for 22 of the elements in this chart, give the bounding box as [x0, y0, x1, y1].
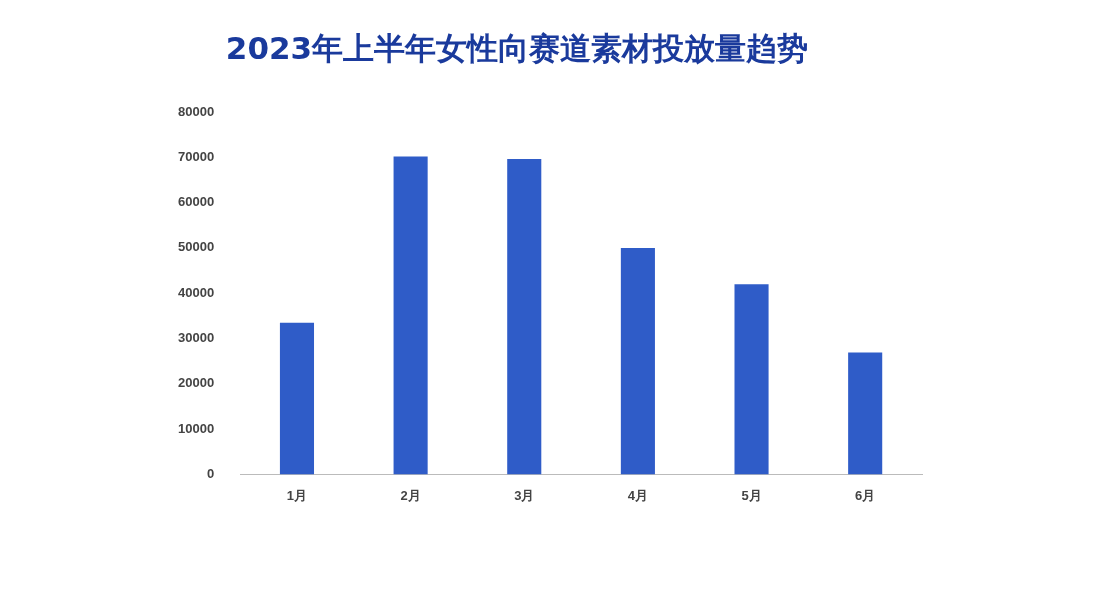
x-tick-label: 5月 — [741, 487, 762, 503]
x-tick-label: 1月 — [286, 487, 308, 503]
bar — [393, 156, 428, 475]
bar — [734, 284, 769, 475]
bar — [620, 247, 655, 475]
x-tick-label: 6月 — [855, 487, 876, 503]
x-tick-label: 4月 — [627, 487, 649, 503]
y-tick-label: 40000 — [177, 284, 215, 300]
bar — [279, 322, 315, 475]
y-tick-label: 20000 — [177, 375, 215, 391]
y-tick-label: 70000 — [177, 148, 215, 164]
y-tick-label: 80000 — [177, 103, 215, 119]
y-tick-label: 50000 — [177, 239, 215, 255]
x-tick-label: 2月 — [400, 487, 421, 503]
y-tick-label: 0 — [206, 465, 215, 481]
y-tick-label: 60000 — [177, 194, 215, 210]
x-tick-label: 3月 — [514, 487, 535, 503]
bar — [507, 159, 542, 475]
y-tick-label: 10000 — [177, 420, 215, 436]
bar — [848, 352, 883, 475]
chart-title: 2023年上半年女性向赛道素材投放量趋势 — [224, 29, 810, 68]
y-tick-label: 30000 — [177, 330, 215, 346]
